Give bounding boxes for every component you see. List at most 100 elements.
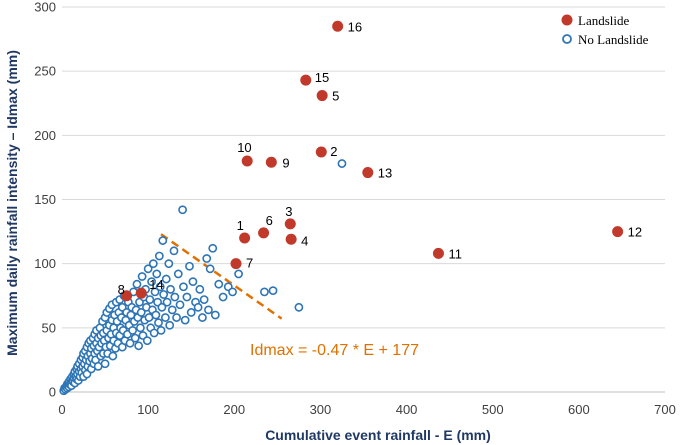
no-landslide-point bbox=[152, 269, 162, 279]
no-landslide-point bbox=[158, 236, 168, 245]
landslide-point-label: 9 bbox=[282, 155, 289, 170]
no-landslide-point bbox=[228, 287, 237, 297]
no-landslide-point bbox=[100, 359, 110, 369]
no-landslide-point bbox=[182, 292, 192, 302]
landslide-point-label: 16 bbox=[348, 19, 362, 34]
no-landslide-point bbox=[170, 292, 180, 302]
x-tick-label: 600 bbox=[568, 402, 590, 417]
landslide-point-label: 1 bbox=[237, 218, 244, 233]
landslide-point bbox=[135, 287, 147, 299]
x-tick-label: 100 bbox=[137, 402, 159, 417]
landslide-point-label: 10 bbox=[237, 140, 251, 155]
no-landslide-point bbox=[337, 159, 347, 168]
no-landslide-point bbox=[166, 284, 175, 294]
y-tick-label: 300 bbox=[34, 0, 56, 15]
no-landslide-point bbox=[128, 325, 138, 335]
y-tick-label: 100 bbox=[34, 256, 56, 271]
no-landslide-point bbox=[147, 277, 156, 287]
landslide-point bbox=[239, 232, 251, 244]
no-landslide-point bbox=[178, 205, 187, 215]
landslide-point-label: 7 bbox=[246, 256, 253, 271]
x-tick-label: 200 bbox=[223, 402, 245, 417]
landslide-point bbox=[362, 167, 374, 179]
landslide-point-label: 13 bbox=[378, 166, 392, 181]
no-landslide-point bbox=[210, 310, 220, 320]
no-landslide-point bbox=[142, 336, 152, 346]
no-landslide-point bbox=[145, 295, 155, 304]
x-axis-title: Cumulative event rainfall - E (mm) bbox=[265, 427, 491, 443]
y-tick-label: 50 bbox=[42, 320, 56, 335]
no-landslide-point bbox=[164, 259, 174, 269]
no-landslide-point bbox=[157, 302, 167, 312]
no-landslide-point bbox=[154, 318, 163, 328]
y-axis-title: Maximum daily rainfall intensity – Idmax… bbox=[4, 50, 20, 356]
y-tick-label: 250 bbox=[34, 64, 56, 79]
legend-no-landslide-label: No Landslide bbox=[578, 32, 649, 47]
no-landslide-point bbox=[186, 308, 196, 317]
no-landslide-point bbox=[165, 320, 175, 330]
landslide-series bbox=[121, 20, 624, 302]
no-landslide-point bbox=[214, 279, 224, 289]
landslide-point bbox=[121, 290, 133, 302]
landslide-point-label: 2 bbox=[330, 144, 337, 159]
landslide-point bbox=[432, 247, 444, 259]
x-tick-label: 500 bbox=[482, 402, 504, 417]
landslide-point bbox=[265, 156, 277, 168]
x-tick-labels: 0 100 200 300 400 500 600 700 bbox=[58, 402, 675, 417]
no-landslide-point bbox=[185, 261, 194, 271]
no-landslide-point bbox=[134, 341, 144, 351]
no-landslide-point bbox=[161, 274, 171, 284]
legend-no-landslide-marker bbox=[562, 34, 572, 44]
landslide-point bbox=[230, 258, 242, 270]
legend: Landslide No Landslide bbox=[561, 13, 649, 47]
landslide-point-label: 15 bbox=[315, 70, 329, 85]
no-landslide-point bbox=[143, 264, 153, 274]
landslide-point-label: 6 bbox=[266, 213, 273, 228]
no-landslide-point bbox=[160, 313, 170, 322]
x-tick-label: 300 bbox=[310, 402, 332, 417]
no-landslide-point bbox=[167, 305, 177, 315]
threshold-line bbox=[160, 233, 283, 320]
legend-landslide-marker bbox=[561, 14, 573, 26]
y-tick-labels: 0 50 100 150 200 250 300 bbox=[34, 0, 56, 400]
no-landslide-point bbox=[208, 243, 218, 253]
x-tick-label: 0 bbox=[58, 402, 65, 417]
landslide-point bbox=[241, 155, 253, 167]
y-tick-label: 150 bbox=[34, 192, 56, 207]
gridlines bbox=[62, 6, 665, 329]
threshold-equation: Idmax = -0.47 * E + 177 bbox=[250, 342, 419, 359]
no-landslide-point bbox=[175, 300, 185, 310]
no-landslide-point bbox=[148, 259, 158, 269]
landslide-point bbox=[332, 20, 344, 32]
no-landslide-point bbox=[294, 302, 304, 312]
y-tick-label: 0 bbox=[49, 385, 56, 400]
no-landslide-point bbox=[218, 292, 228, 302]
landslide-point-label: 3 bbox=[285, 204, 292, 219]
no-landslide-point bbox=[125, 338, 135, 348]
no-landslide-point bbox=[159, 290, 169, 299]
landslide-point-label: 14 bbox=[149, 277, 163, 292]
no-landslide-point bbox=[179, 282, 188, 292]
no-landslide-point bbox=[205, 264, 215, 274]
landslide-point-label: 5 bbox=[332, 89, 339, 104]
no-landslide-point bbox=[199, 295, 209, 304]
threshold-dashed-line bbox=[160, 233, 283, 320]
landslide-point bbox=[284, 218, 296, 230]
no-landslide-point bbox=[156, 325, 166, 335]
legend-landslide-label: Landslide bbox=[578, 13, 629, 28]
no-landslide-point bbox=[198, 313, 207, 322]
no-landslide-point bbox=[108, 351, 118, 361]
y-tick-label: 200 bbox=[34, 128, 56, 143]
landslide-point bbox=[300, 74, 312, 86]
no-landslide-point bbox=[162, 297, 172, 307]
no-landslide-point bbox=[260, 287, 269, 297]
no-landslide-point bbox=[130, 333, 140, 343]
no-landslide-point bbox=[172, 313, 181, 322]
no-landslide-point bbox=[155, 282, 165, 292]
x-tick-label: 700 bbox=[654, 402, 676, 417]
landslide-point-label: 4 bbox=[301, 233, 308, 248]
x-tick-label: 400 bbox=[396, 402, 418, 417]
no-landslide-point bbox=[136, 308, 146, 317]
